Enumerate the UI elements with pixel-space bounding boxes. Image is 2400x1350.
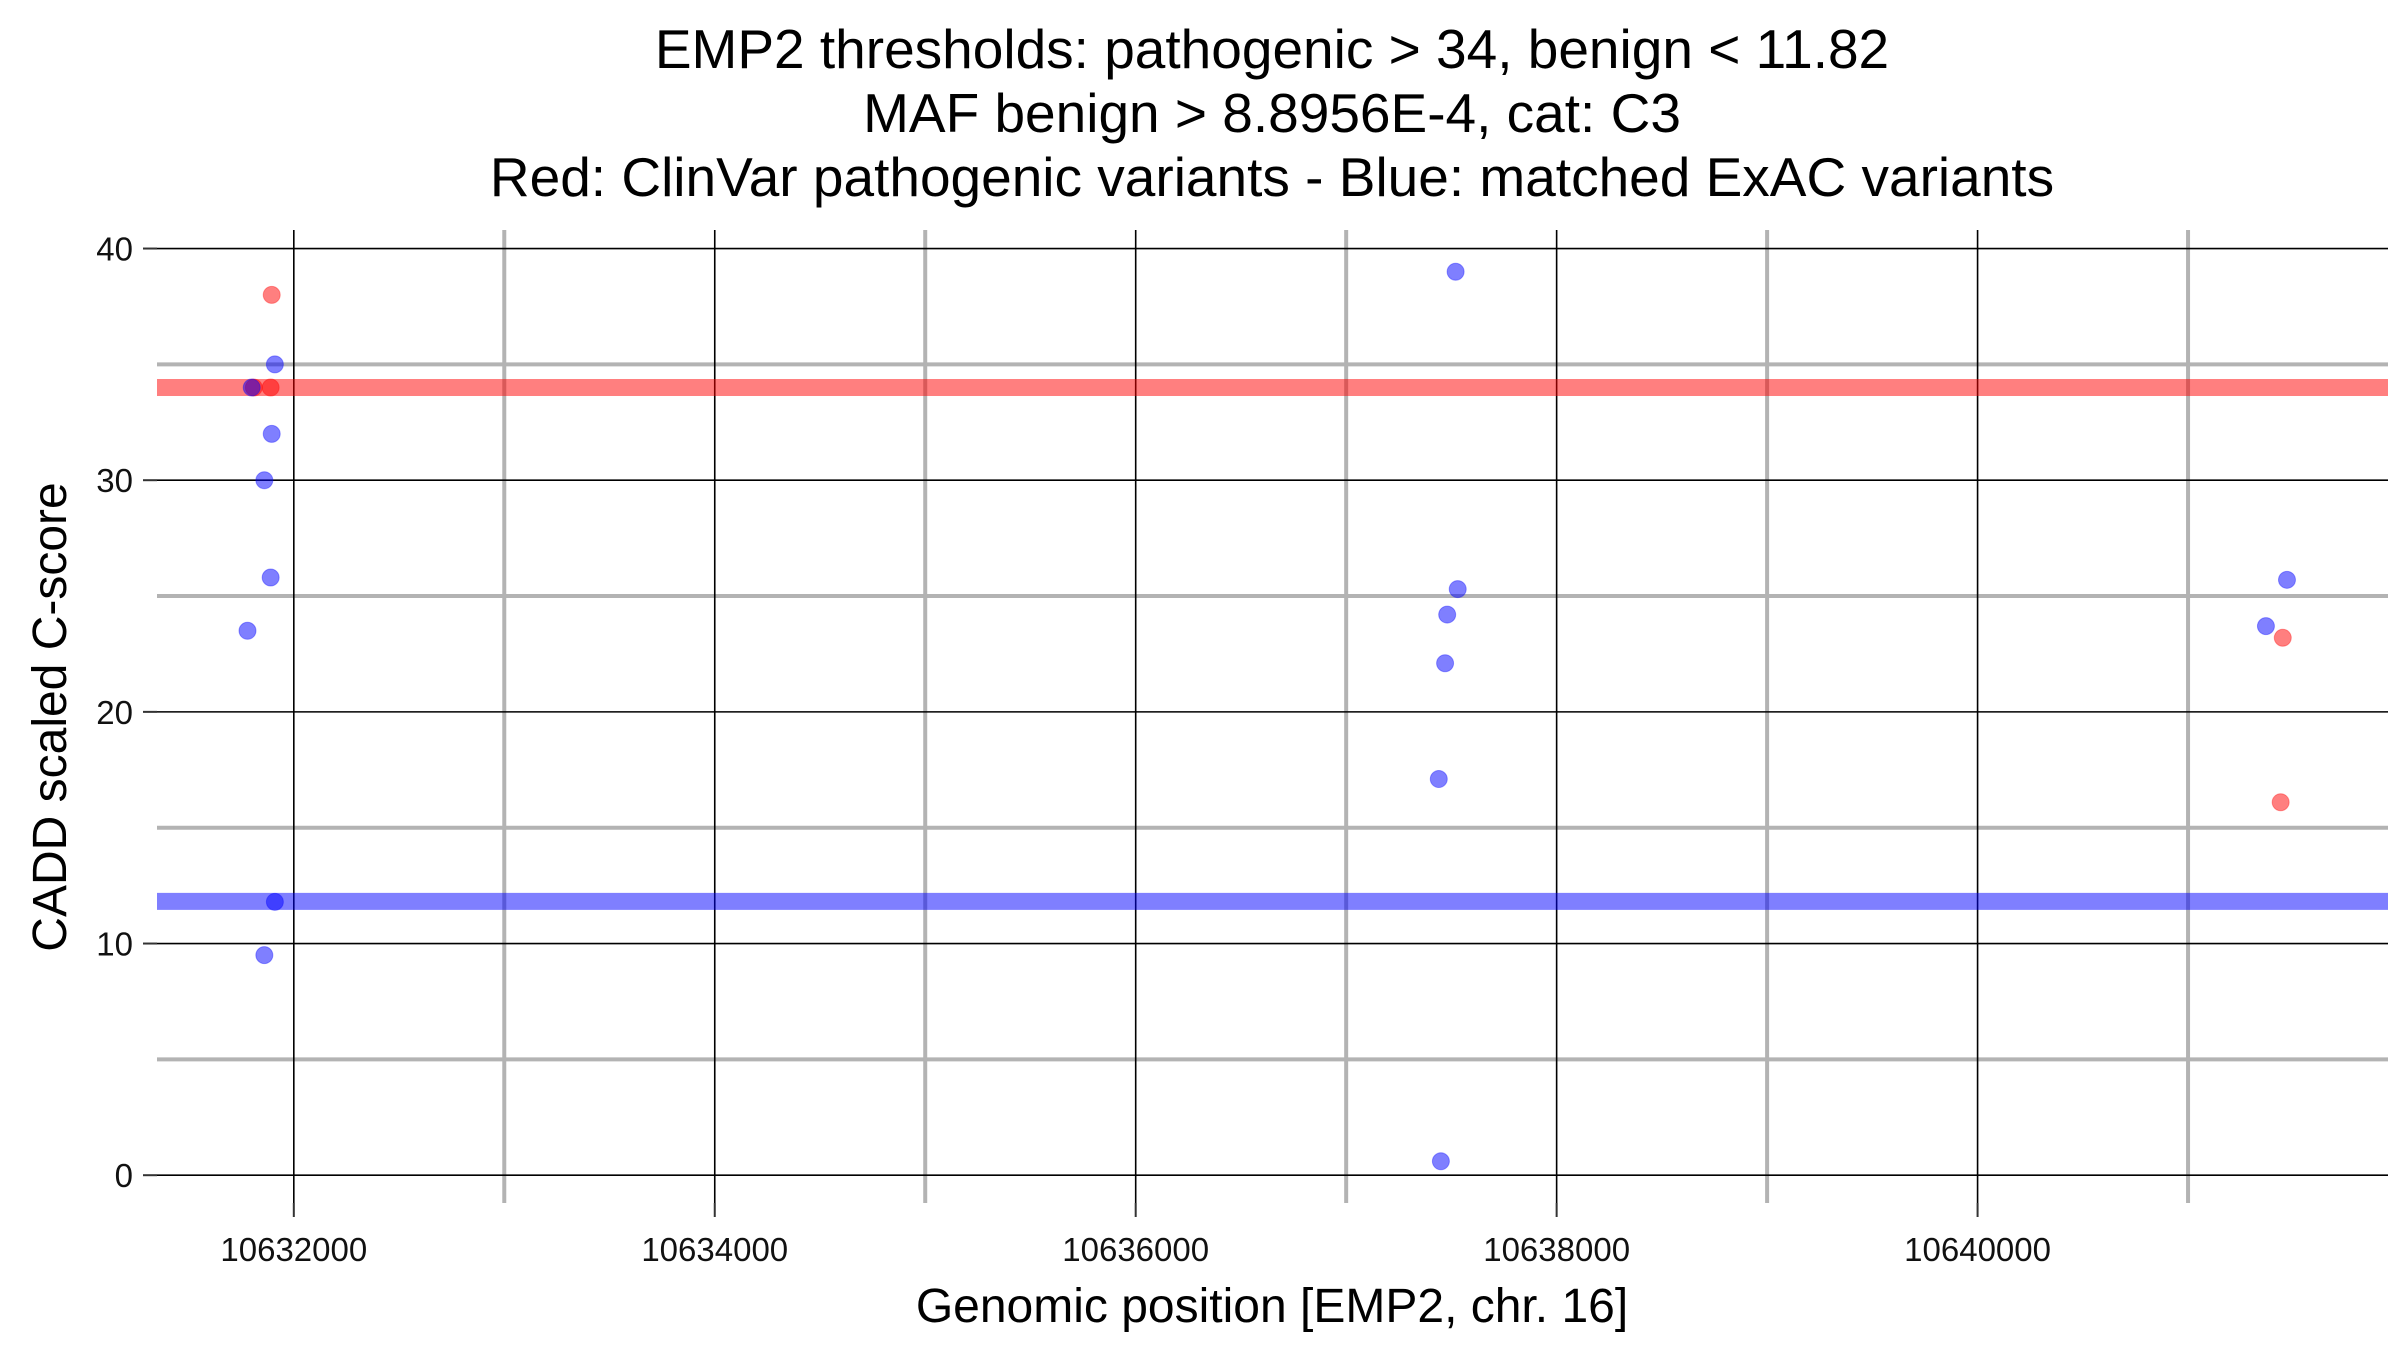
data-point-s0-3: [2273, 628, 2292, 647]
y-tick-label-4: 40: [96, 231, 133, 268]
data-point-s0-4: [2271, 793, 2290, 812]
y-axis-title: CADD scaled C-score: [24, 482, 77, 951]
data-point-s1-10: [1438, 605, 1457, 624]
axes: 0 10 20 30 40 10632000 10634000 10636000 1063800…: [96, 231, 2051, 1268]
data-point-s1-4: [261, 568, 280, 587]
y-tick-label-0: 0: [115, 1157, 133, 1194]
y-tick-label-1: 10: [96, 926, 133, 963]
x-tick-label-3: 10638000: [1483, 1231, 1630, 1268]
x-axis-title: Genomic position [EMP2, chr. 16]: [916, 1280, 1628, 1333]
title-line-2: MAF benign > 8.8956E-4, cat: C3: [863, 82, 1681, 144]
title-line-1: EMP2 thresholds: pathogenic > 34, benign…: [655, 18, 1889, 80]
data-point-s1-5: [238, 621, 257, 640]
data-point-s1-14: [2277, 570, 2296, 589]
data-point-s1-8: [1446, 262, 1465, 281]
x-tick-label-2: 10636000: [1062, 1231, 1209, 1268]
data-point-s1-0: [242, 378, 261, 397]
title-line-3: Red: ClinVar pathogenic variants - Blue:…: [490, 146, 2054, 208]
chart-title: EMP2 thresholds: pathogenic > 34, benign…: [490, 18, 2054, 208]
data-point-s0-2: [261, 378, 280, 397]
y-tick-label-3: 30: [96, 462, 133, 499]
data-point-s1-1: [265, 355, 284, 374]
x-tick-label-1: 10634000: [641, 1231, 788, 1268]
data-point-s1-2: [262, 424, 281, 443]
data-point-s1-12: [1429, 770, 1448, 789]
data-point-s1-11: [1436, 654, 1455, 673]
data-point-s1-15: [2256, 617, 2275, 636]
data-point-s1-6: [265, 892, 284, 911]
data-point-s1-7: [255, 946, 274, 965]
threshold-lines: [157, 379, 2388, 910]
y-tick-label-2: 20: [96, 694, 133, 731]
x-tick-label-0: 10632000: [220, 1231, 367, 1268]
data-point-s1-13: [1431, 1152, 1450, 1171]
data-points: [238, 262, 2296, 1171]
x-tick-label-4: 10640000: [1904, 1231, 2051, 1268]
data-point-s0-1: [262, 285, 281, 304]
data-point-s1-3: [255, 471, 274, 490]
grid: [157, 230, 2388, 1203]
data-point-s1-9: [1448, 580, 1467, 599]
